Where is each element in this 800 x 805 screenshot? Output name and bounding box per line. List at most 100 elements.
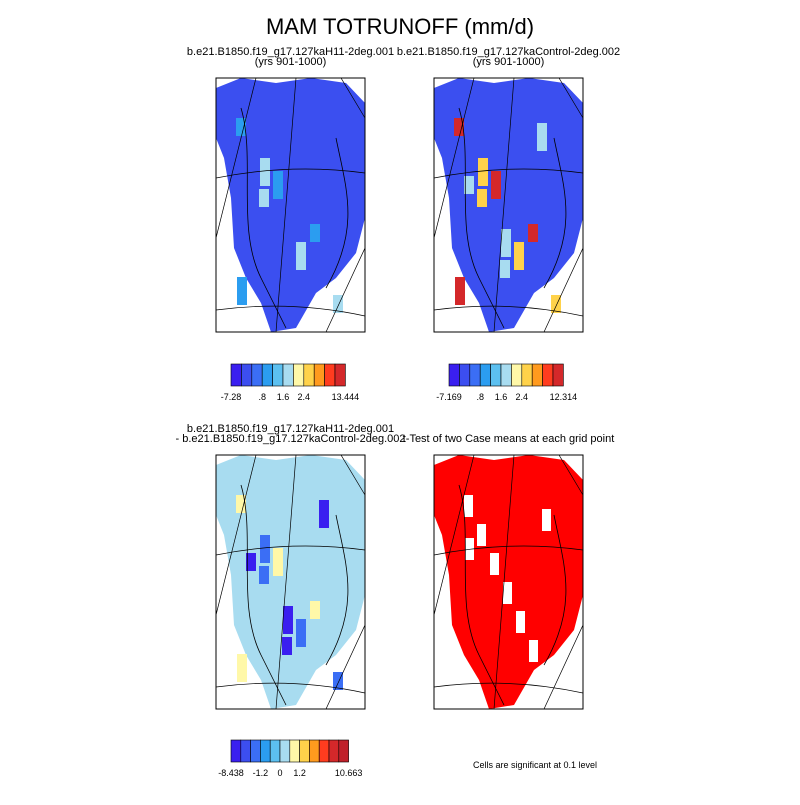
panel-title: (yrs 901-1000)	[255, 56, 327, 68]
colorbar-box	[318, 739, 330, 763]
note: Cells are significant at 0.1 level	[473, 760, 597, 770]
field-cell	[454, 118, 464, 136]
field-cell	[537, 123, 547, 151]
colorbar-box	[511, 363, 523, 387]
figure-title: MAM TOTRUNOFF (mm/d)	[266, 14, 534, 39]
colorbar-box	[459, 363, 471, 387]
colorbar-label: .8	[258, 392, 266, 402]
panel-title: b.e21.B1850.f19_g17.127kaControl-2deg.00…	[397, 46, 620, 58]
colorbar-box	[282, 363, 294, 387]
field-cell	[237, 654, 247, 682]
gap	[542, 509, 551, 531]
colorbar-box	[552, 363, 564, 387]
colorbar-label: 2.4	[298, 392, 311, 402]
field-cell	[296, 242, 306, 270]
graticule	[216, 455, 365, 709]
colorbar-box	[240, 739, 251, 763]
field-cell	[310, 601, 320, 619]
field-cell	[478, 158, 488, 186]
field-cell	[296, 619, 306, 647]
field-cell	[464, 176, 474, 194]
field-cell	[551, 295, 561, 313]
field	[216, 78, 365, 332]
colorbar-box	[479, 363, 491, 387]
colorbar-box	[338, 739, 349, 763]
map-frame	[215, 454, 366, 710]
colorbar-box	[500, 363, 512, 387]
colorbar-box	[324, 363, 336, 387]
panel-title: b.e21.B1850.f19_g17.127kaH11-2deg.001	[187, 423, 394, 435]
graticule	[216, 78, 365, 332]
colorbar-box	[448, 363, 460, 387]
graticule	[434, 455, 583, 709]
map-frame	[433, 77, 584, 333]
field-cell	[236, 495, 246, 513]
map-frame	[215, 77, 366, 333]
field-cell	[477, 189, 487, 207]
colorbar-label: 0	[277, 768, 282, 778]
colorbar-box	[531, 363, 543, 387]
field-cell	[491, 171, 501, 199]
field-cell	[333, 295, 343, 313]
colorbar-box	[269, 739, 281, 763]
colorbar-box	[230, 739, 242, 763]
colorbar-box	[303, 363, 315, 387]
field-cell	[273, 548, 283, 576]
colorbar-label: -1.2	[253, 768, 269, 778]
colorbar-box	[279, 739, 291, 763]
field-cell	[237, 277, 247, 305]
colorbar-box	[230, 363, 242, 387]
colorbar-box	[241, 363, 253, 387]
field-cell	[333, 672, 343, 690]
colorbar-box	[289, 739, 300, 763]
map-panel	[216, 455, 365, 709]
colorbar-box	[260, 739, 271, 763]
colorbar-box	[542, 363, 554, 387]
colorbar-box	[313, 363, 325, 387]
gap	[529, 640, 538, 662]
colorbar-box	[251, 363, 263, 387]
gap	[503, 582, 512, 604]
field-cell	[246, 553, 256, 571]
colorbar-label: 1.6	[495, 392, 508, 402]
colorbar-box	[490, 363, 502, 387]
colorbar-label: 1.6	[277, 392, 290, 402]
field-cell	[282, 637, 292, 655]
field-cell	[528, 224, 538, 242]
field-cell	[319, 500, 329, 528]
field-cell	[259, 189, 269, 207]
colorbar-label: 2.4	[516, 392, 529, 402]
field-cell	[310, 224, 320, 242]
coastline	[240, 107, 349, 329]
field-cell	[283, 606, 293, 634]
colorbar-label: 13.444	[332, 392, 360, 402]
field-cell	[455, 277, 465, 305]
field-cell	[500, 260, 510, 278]
colorbar-label: .8	[476, 392, 484, 402]
colorbar-box	[334, 363, 346, 387]
map-panel	[216, 78, 365, 332]
panel-title: (yrs 901-1000)	[473, 56, 545, 68]
coastline	[240, 484, 349, 706]
panel-title: t-Test of two Case means at each grid po…	[403, 433, 615, 445]
gap	[477, 524, 486, 546]
map-frame	[433, 454, 584, 710]
field-cell	[236, 118, 246, 136]
field-cell	[260, 535, 270, 563]
map-panel	[434, 78, 583, 332]
gap	[516, 611, 525, 633]
gap	[464, 495, 473, 517]
colorbar-label: -7.169	[436, 392, 462, 402]
panel-title: b.e21.B1850.f19_g17.127kaH11-2deg.001	[187, 46, 394, 58]
colorbar-box	[328, 739, 340, 763]
colorbar-box	[469, 363, 481, 387]
colorbar-box	[250, 739, 261, 763]
colorbar-label: 1.2	[293, 768, 306, 778]
coastline	[458, 107, 567, 329]
colorbar-box	[521, 363, 533, 387]
panel-title: - b.e21.B1850.f19_g17.127kaControl-2deg.…	[176, 433, 406, 445]
colorbar-box	[299, 739, 310, 763]
coastline	[458, 484, 567, 706]
field-cell	[259, 566, 269, 584]
